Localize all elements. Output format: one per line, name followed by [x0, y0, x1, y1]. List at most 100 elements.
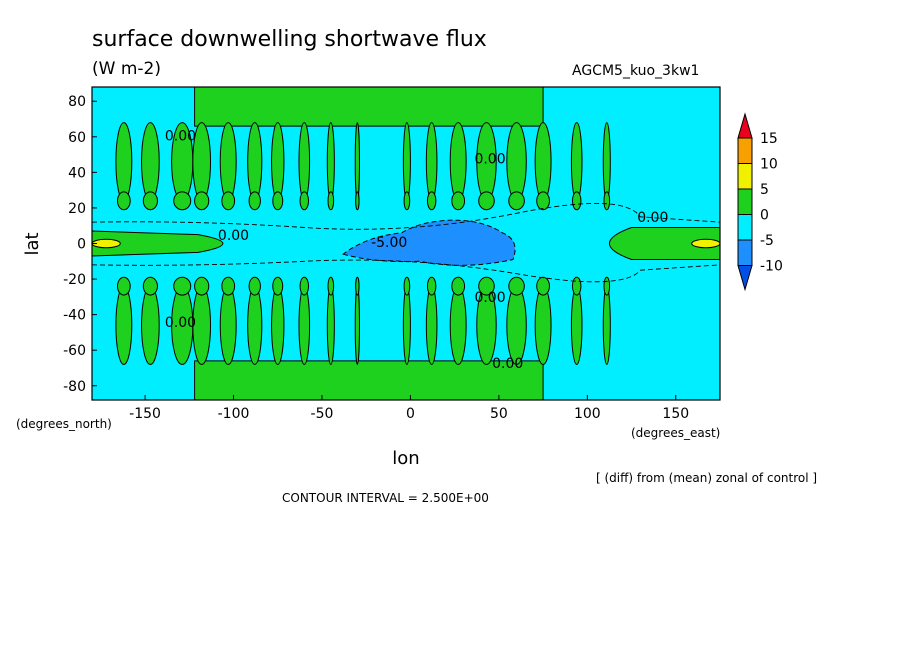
- positive-lobe: [403, 276, 411, 296]
- positive-lobe: [173, 191, 192, 211]
- positive-lobe: [116, 276, 131, 296]
- positive-lobe: [327, 191, 335, 211]
- positive-lobe: [271, 285, 285, 365]
- zero-contour-north: [91, 203, 721, 230]
- colorbar-label: -5: [760, 233, 774, 249]
- east-peak-core: [691, 238, 721, 249]
- positive-lobe: [354, 122, 360, 202]
- x-tick-label: -100: [218, 406, 250, 422]
- positive-lobe: [219, 122, 237, 202]
- contour-interval: CONTOUR INTERVAL = 2.500E+00: [282, 491, 489, 505]
- colorbar-bottom-arrow: [737, 265, 753, 292]
- positive-lobe: [506, 285, 527, 365]
- positive-lobe: [478, 276, 495, 296]
- positive-lobe: [141, 285, 160, 365]
- south-positive-block: [194, 360, 544, 401]
- contour-label: -5.00: [371, 235, 407, 251]
- positive-lobe: [451, 276, 466, 296]
- positive-lobe: [506, 122, 527, 202]
- y-tick-label: 40: [68, 165, 86, 181]
- colorbar-top-arrow: [737, 112, 753, 139]
- positive-lobe: [425, 122, 438, 202]
- positive-lobe: [449, 122, 467, 202]
- colorbar-segment: [737, 137, 753, 164]
- contour-label: 0.00: [474, 290, 505, 306]
- contour-labels: 0.00 0.00 0.00 -5.00 0.00 0.00 0.00 0.00: [165, 128, 668, 372]
- y-tick-label: -80: [63, 379, 86, 395]
- chart-units: (W m-2): [92, 59, 161, 79]
- x-tick-label: 50: [490, 406, 508, 422]
- positive-lobe: [116, 191, 131, 211]
- positive-lobe: [299, 276, 310, 296]
- positive-lobe: [425, 285, 438, 365]
- y-tick-label: 0: [77, 237, 86, 253]
- positive-lobe: [272, 191, 284, 211]
- positive-lobe: [570, 122, 583, 202]
- positive-lobe: [603, 276, 611, 296]
- positive-lobe: [248, 276, 261, 296]
- contour-label: 0.00: [165, 315, 196, 331]
- positive-lobe: [219, 285, 237, 365]
- positive-lobe: [327, 276, 335, 296]
- positive-lobe: [194, 276, 210, 296]
- positive-lobe: [570, 285, 583, 365]
- positive-lobe: [247, 122, 263, 202]
- plot-area: 0.00 0.00 0.00 -5.00 0.00 0.00 0.00 0.00: [91, 86, 721, 401]
- colorbar: 15 10 5 0 -5 -10: [737, 112, 783, 292]
- positive-lobe: [221, 276, 236, 296]
- positive-lobe: [115, 122, 133, 202]
- positive-lobe: [142, 191, 158, 211]
- west-equatorial-positive: [91, 230, 224, 257]
- east-equatorial-positive: [609, 226, 721, 261]
- positive-lobe: [403, 191, 411, 211]
- positive-lobe: [536, 276, 550, 296]
- positive-lobe: [603, 191, 611, 211]
- positive-lobe: [141, 122, 160, 202]
- colorbar-segment: [737, 163, 753, 190]
- y-tick-label: 60: [68, 130, 86, 146]
- positive-lobe: [508, 191, 525, 211]
- positive-lobe: [248, 191, 261, 211]
- x-tick-label: 100: [574, 406, 601, 422]
- x-tick-label: 150: [662, 406, 689, 422]
- y-tick-label: 20: [68, 201, 86, 217]
- x-axis-ticks: -150 -100 -50 0 50 100 150: [129, 395, 689, 422]
- contour-label: 0.00: [637, 210, 668, 226]
- positive-lobe: [602, 122, 611, 202]
- positive-lobe: [326, 285, 335, 365]
- model-label: AGCM5_kuo_3kw1: [572, 63, 699, 79]
- positive-lobe: [326, 122, 335, 202]
- x-tick-label: -50: [311, 406, 334, 422]
- x-axis-unit-label: (degrees_east): [631, 426, 720, 440]
- positive-lobe: [508, 276, 525, 296]
- positive-lobe: [426, 276, 437, 296]
- positive-lobe: [221, 191, 236, 211]
- y-tick-label: -40: [63, 308, 86, 324]
- colorbar-segment: [737, 239, 753, 266]
- positive-lobe: [115, 285, 133, 365]
- y-axis-label: lat: [22, 232, 43, 255]
- positive-lobe: [299, 191, 310, 211]
- positive-lobe: [271, 122, 285, 202]
- positive-lobe: [247, 285, 263, 365]
- colorbar-label: 10: [760, 157, 778, 173]
- positive-lobe: [142, 276, 158, 296]
- positive-lobe: [298, 285, 311, 365]
- contour-fields: [91, 86, 721, 401]
- contour-label: 0.00: [165, 128, 196, 144]
- positive-lobe: [402, 285, 411, 365]
- positive-lobe: [354, 285, 360, 365]
- contour-lines: [91, 203, 721, 283]
- colorbar-label: 15: [760, 131, 778, 147]
- positive-lobe: [298, 122, 311, 202]
- positive-lobe: [173, 276, 192, 296]
- x-axis-label: lon: [392, 448, 419, 469]
- colorbar-segment: [737, 188, 753, 215]
- positive-lobe: [534, 122, 552, 202]
- positive-lobe: [402, 122, 411, 202]
- colorbar-label: 0: [760, 208, 769, 224]
- positive-lobe: [571, 276, 582, 296]
- central-negative-region: [342, 219, 516, 266]
- positive-lobe: [272, 276, 284, 296]
